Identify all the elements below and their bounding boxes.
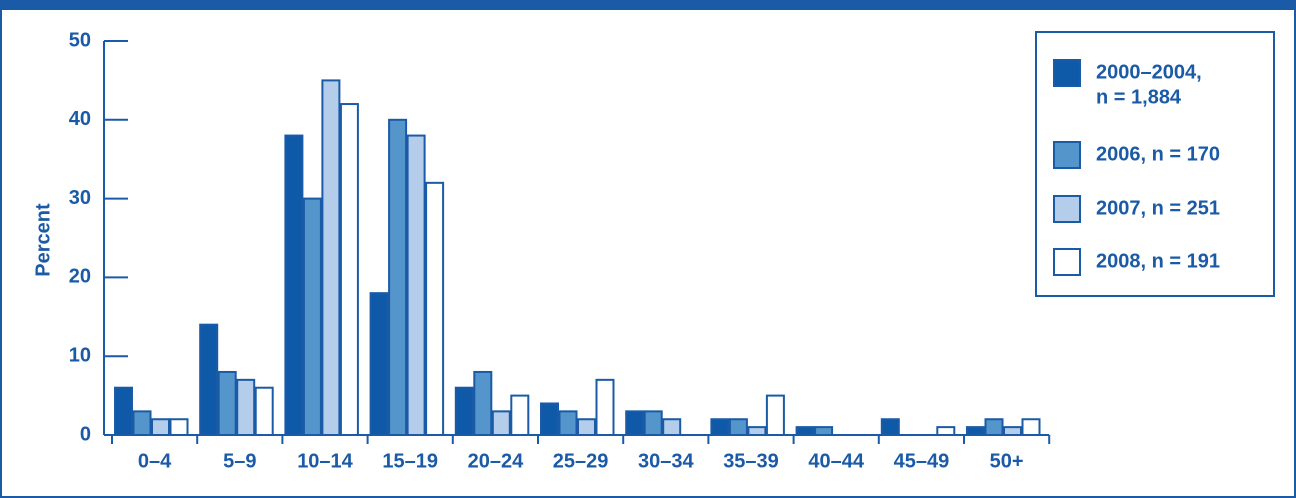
x-tick-label: 20–24 (468, 450, 524, 472)
x-tick-label: 15–19 (382, 450, 438, 472)
x-tick-label: 50+ (990, 450, 1024, 472)
bar (473, 370, 493, 436)
x-tick-label: 45–49 (894, 450, 950, 472)
legend: 2000–2004, n = 1,884 2006, n = 170 2007, n … (1035, 31, 1275, 297)
y-axis: 0 10 20 30 40 50 (69, 29, 128, 445)
bar (747, 426, 767, 436)
bar (339, 103, 359, 436)
x-tick-label: 5–9 (223, 450, 256, 472)
x-tick-label: 25–29 (553, 450, 609, 472)
legend-swatch (1053, 59, 1081, 87)
x-tick-label: 30–34 (638, 450, 694, 472)
legend-swatch (1053, 195, 1081, 223)
bar (595, 378, 615, 436)
bar (406, 134, 426, 436)
bar (169, 418, 189, 436)
bar (199, 323, 219, 436)
legend-swatch (1053, 141, 1081, 169)
legend-label: 2008, n = 191 (1096, 250, 1220, 272)
bar (795, 426, 815, 436)
bar (540, 402, 559, 437)
bar (966, 426, 985, 436)
bar (425, 181, 445, 436)
bar (814, 426, 834, 436)
bar (984, 418, 1004, 436)
bar (643, 410, 663, 436)
bar (491, 410, 511, 436)
bar (454, 386, 474, 436)
legend-swatch (1053, 248, 1081, 276)
legend-label: 2000–2004, (1096, 61, 1202, 83)
legend-label: n = 1,884 (1096, 86, 1182, 108)
bar (151, 418, 170, 436)
bar (662, 418, 682, 436)
bar (302, 197, 322, 436)
bar (710, 418, 730, 436)
y-axis-label: Percent (32, 203, 54, 277)
legend-label: 2007, n = 251 (1096, 197, 1220, 219)
x-tick-label: 40–44 (808, 450, 864, 472)
y-tick-label: 10 (69, 344, 91, 366)
bar (1003, 426, 1022, 436)
y-tick-label: 50 (69, 29, 91, 51)
bar (217, 370, 237, 436)
y-tick-label: 30 (69, 187, 91, 209)
bar (236, 378, 256, 436)
bars-group (114, 79, 1041, 437)
bar (577, 418, 596, 436)
bar (284, 134, 304, 436)
y-tick-label: 0 (80, 423, 91, 445)
x-tick-label: 0–4 (138, 450, 172, 472)
bar (114, 386, 133, 436)
x-axis: 0–4 5–9 10–14 15–19 20–24 25–29 30–34 35–39 40–4… (104, 434, 1051, 472)
bar (728, 418, 748, 436)
legend-label: 2006, n = 170 (1096, 143, 1220, 165)
bar (765, 394, 785, 437)
y-tick-label: 20 (69, 266, 91, 288)
bar (369, 292, 389, 436)
bar (388, 118, 408, 437)
x-tick-label: 35–39 (723, 450, 779, 472)
bar (1021, 418, 1041, 436)
y-tick-label: 40 (69, 108, 91, 130)
bar (321, 79, 341, 437)
bar (880, 418, 900, 436)
x-tick-label: 10–14 (297, 450, 353, 472)
bar (936, 426, 956, 436)
bar (510, 394, 530, 437)
bar (625, 410, 645, 436)
bar (132, 410, 152, 436)
bar (558, 410, 578, 436)
bar (254, 386, 274, 436)
